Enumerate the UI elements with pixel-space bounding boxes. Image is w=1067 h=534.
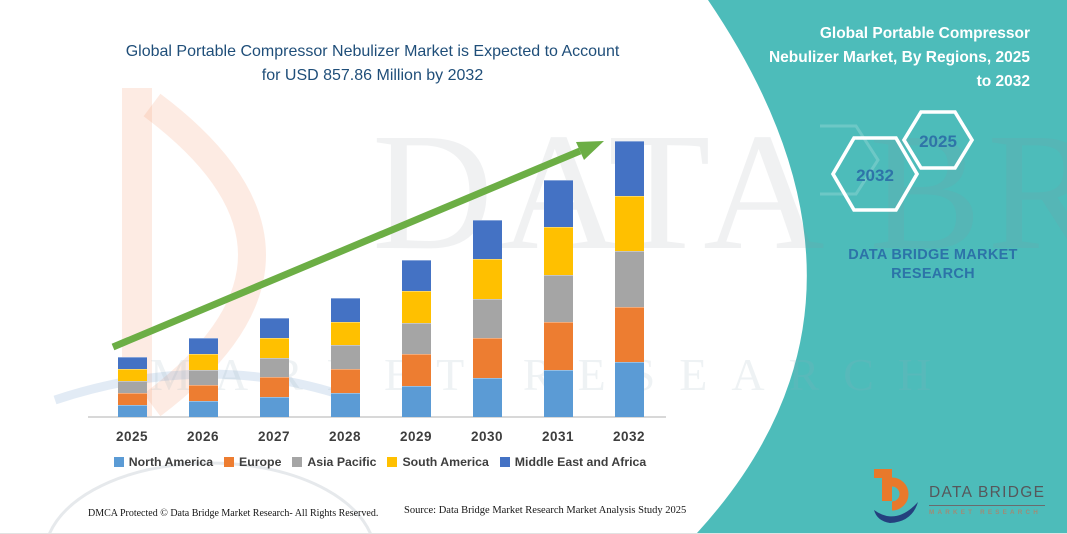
legend-swatch — [292, 457, 303, 467]
x-axis-label: 2031 — [541, 429, 575, 444]
bar-segment-south-america — [330, 321, 360, 346]
bar-segment-europe — [117, 393, 147, 406]
legend-swatch — [499, 457, 510, 467]
bar-segment-north-america — [188, 401, 218, 417]
bar-segment-europe — [614, 306, 644, 362]
bar-segment-europe — [188, 385, 218, 402]
bar-segment-asia-pacific — [188, 369, 218, 386]
hexagon-2032-label: 2032 — [856, 166, 894, 185]
bar-segment-middle-east-and-africa — [472, 220, 502, 260]
bar-segment-asia-pacific — [543, 274, 573, 323]
panel-heading: Global Portable Compressor Nebulizer Mar… — [768, 25, 1030, 90]
bar-segment-north-america — [614, 361, 644, 417]
bar-segment-middle-east-and-africa — [614, 141, 644, 197]
legend-label: North America — [128, 455, 214, 469]
bar-segment-europe — [330, 369, 360, 394]
bar-segment-europe — [472, 338, 502, 378]
legend-item: Europe — [224, 455, 281, 469]
legend-label: Europe — [239, 455, 282, 469]
bar-segment-north-america — [259, 397, 289, 417]
bar-segment-north-america — [401, 385, 431, 417]
source-note: Source: Data Bridge Market Research Mark… — [404, 505, 687, 516]
x-axis-line — [88, 416, 666, 418]
bar-segment-south-america — [614, 196, 644, 252]
brand-logo: DATA BRIDGE MARKET RESEARCH — [872, 466, 1046, 524]
bar-segment-asia-pacific — [614, 251, 644, 307]
brand-logo-subtitle: MARKET RESEARCH — [929, 509, 1042, 516]
bar-segment-south-america — [188, 353, 218, 370]
brand-name-text: DATA BRIDGE MARKET RESEARCH — [848, 247, 1018, 282]
bar-segment-asia-pacific — [330, 345, 360, 370]
legend-item: Asia Pacific — [292, 455, 376, 469]
bar-segment-south-america — [543, 227, 573, 275]
x-axis-label: 2030 — [470, 429, 504, 444]
legend-swatch — [224, 457, 235, 467]
bar-segment-asia-pacific — [117, 381, 147, 394]
legend-item: North America — [113, 455, 214, 469]
legend-label: South America — [402, 455, 489, 469]
brand-logo-title: DATA BRIDGE — [929, 484, 1046, 506]
bar-segment-asia-pacific — [259, 357, 289, 378]
hexagon-2025-label: 2025 — [919, 132, 957, 151]
x-axis-label: 2025 — [115, 429, 149, 444]
chart-legend: North America Europe Asia Pacific South Ame… — [70, 455, 690, 469]
bar-segment-south-america — [472, 259, 502, 299]
brand-logo-mark — [874, 469, 918, 523]
bar-segment-north-america — [117, 405, 147, 417]
bar-segment-north-america — [330, 393, 360, 417]
bar-segment-south-america — [117, 369, 147, 382]
x-axis-label: 2027 — [257, 429, 291, 444]
bar-segment-europe — [259, 377, 289, 398]
bar-segment-middle-east-and-africa — [259, 317, 289, 338]
bar-segment-south-america — [259, 337, 289, 358]
year-hexagons: 2032 2025 — [820, 110, 975, 212]
legend-item: South America — [387, 455, 489, 469]
legend-item: Middle East and Africa — [499, 455, 647, 469]
bar-segment-middle-east-and-africa — [188, 337, 218, 354]
bar-segment-middle-east-and-africa — [543, 179, 573, 228]
chart-title: Global Portable Compressor Nebulizer Mar… — [125, 43, 620, 84]
x-axis-label: 2032 — [612, 429, 646, 444]
x-axis-label: 2028 — [328, 429, 362, 444]
legend-label: Asia Pacific — [307, 455, 377, 469]
bar-segment-south-america — [401, 291, 431, 323]
x-axis-label: 2029 — [399, 429, 433, 444]
bar-segment-middle-east-and-africa — [117, 357, 147, 370]
bar-segment-asia-pacific — [472, 298, 502, 339]
legend-swatch — [387, 457, 398, 467]
bar-segment-middle-east-and-africa — [330, 297, 360, 322]
bar-segment-middle-east-and-africa — [401, 260, 431, 292]
bar-segment-asia-pacific — [401, 322, 431, 355]
bar-segment-europe — [543, 322, 573, 370]
bar-segment-north-america — [472, 377, 502, 417]
x-axis-label: 2026 — [186, 429, 220, 444]
legend-label: Middle East and Africa — [514, 455, 647, 469]
bar-segment-europe — [401, 354, 431, 386]
bar-segment-north-america — [543, 369, 573, 417]
dmca-notice: DMCA Protected © Data Bridge Market Rese… — [88, 508, 379, 519]
legend-swatch — [113, 457, 124, 467]
